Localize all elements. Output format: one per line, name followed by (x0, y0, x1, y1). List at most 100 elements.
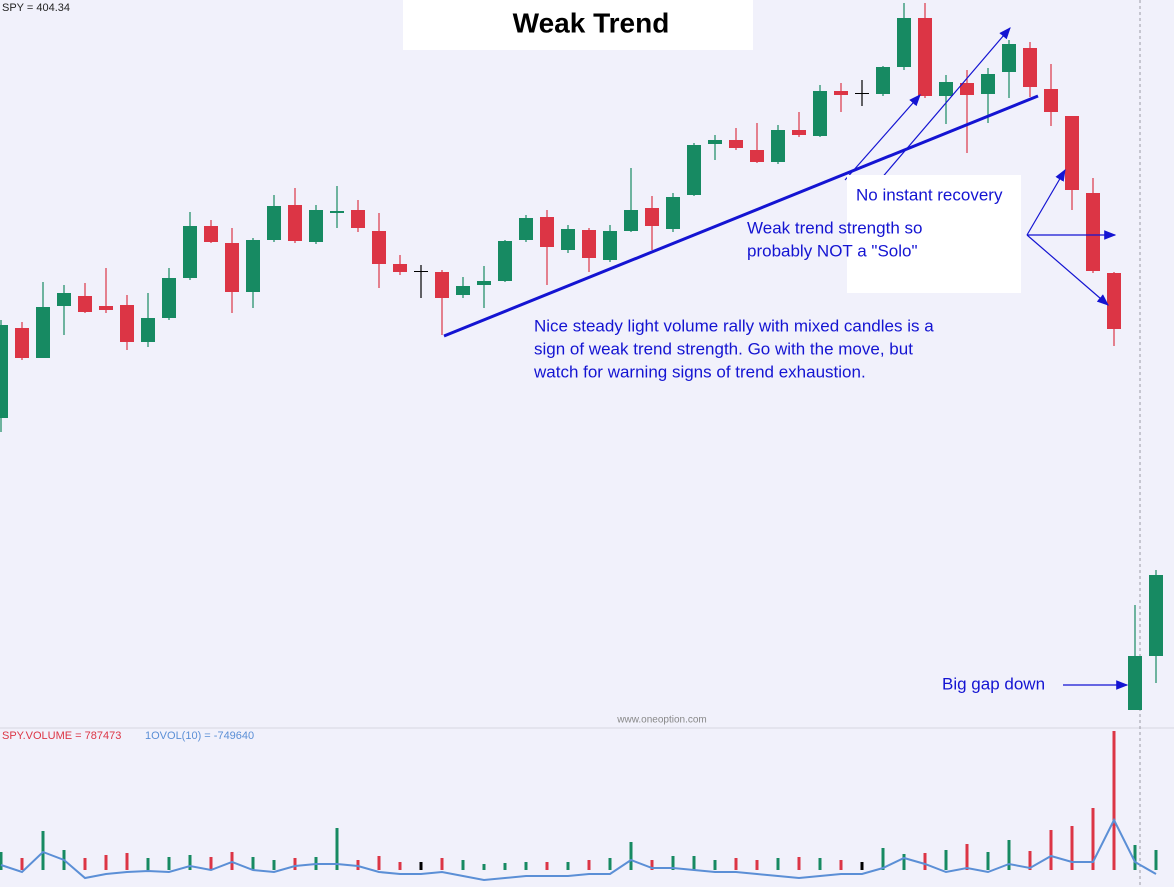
volume-bar (1049, 830, 1053, 870)
candle-body (687, 145, 701, 195)
candle-body (141, 318, 155, 342)
candle-body (603, 231, 617, 260)
candle-body (1065, 116, 1079, 190)
candle-body (78, 296, 92, 312)
candle-body (267, 206, 281, 240)
candle-body (1128, 656, 1142, 710)
volume-bar (20, 858, 24, 870)
candle-body (162, 278, 176, 318)
volume-bar (1133, 845, 1137, 870)
candle-body (204, 226, 218, 242)
candle-body (813, 91, 827, 136)
note-box (847, 175, 1021, 293)
volume-bar (461, 860, 465, 870)
candle-body (708, 140, 722, 144)
arrow (1026, 168, 1066, 236)
volume-bar (839, 860, 843, 870)
volume-bar (440, 858, 444, 870)
volume-bar (797, 857, 801, 870)
candle-body (15, 328, 29, 358)
annotation: Nice steady light volume rally with mixe… (534, 316, 934, 335)
candle-body (645, 208, 659, 226)
volume-bar (713, 860, 717, 870)
arrow (1026, 234, 1109, 306)
volume-bar (545, 862, 549, 870)
candle-body (1149, 575, 1163, 656)
candle-body (435, 272, 449, 298)
volume-bar (671, 856, 675, 870)
volume-ma-label: 1OVOL(10) = -749640 (145, 730, 254, 742)
candle-body (0, 325, 8, 418)
candle-body (771, 130, 785, 162)
title-box (403, 0, 753, 50)
candle-body (183, 226, 197, 278)
candle-body (540, 217, 554, 247)
candle-body (1086, 193, 1100, 271)
volume-bar (293, 858, 297, 870)
volume-bar (965, 844, 969, 870)
candle-body (750, 150, 764, 162)
candle-body (288, 205, 302, 241)
candle-body (36, 307, 50, 358)
volume-bar (1070, 826, 1074, 870)
candle-body (393, 264, 407, 272)
annotation: watch for warning signs of trend exhaust… (533, 362, 866, 381)
candle-body (309, 210, 323, 242)
volume-bar (650, 860, 654, 870)
volume-bar (755, 860, 759, 870)
volume-bar (566, 862, 570, 870)
candle-body (624, 210, 638, 231)
volume-bar (587, 860, 591, 870)
price-label: SPY = 404.34 (2, 2, 70, 14)
candle-body (561, 229, 575, 250)
candle-body (372, 231, 386, 264)
volume-bar (482, 864, 486, 870)
candle-body (960, 83, 974, 95)
volume-bar (608, 858, 612, 870)
volume-bar (251, 857, 255, 870)
candle-body (1002, 44, 1016, 72)
annotation: Big gap down (942, 674, 1045, 693)
candle-body (57, 293, 71, 306)
volume-bar (986, 852, 990, 870)
candle-body (519, 218, 533, 240)
candle-body (897, 18, 911, 67)
volume-bar (860, 862, 864, 870)
volume-bar (776, 858, 780, 870)
candle-body (981, 74, 995, 94)
watermark: www.oneoption.com (616, 715, 707, 726)
candle-body (1023, 48, 1037, 87)
candle-body (834, 91, 848, 95)
volume-bar (272, 860, 276, 870)
candle-body (414, 271, 428, 272)
volume-bar (335, 828, 339, 870)
candle-body (855, 93, 869, 94)
volume-bar (1091, 808, 1095, 870)
candle-body (498, 241, 512, 281)
volume-bar (1028, 851, 1032, 870)
candle-body (1044, 89, 1058, 112)
trend-line (443, 94, 1039, 338)
arrow (879, 27, 1011, 181)
candle-body (246, 240, 260, 292)
candle-body (729, 140, 743, 148)
candle-body (1107, 273, 1121, 329)
annotation: Weak trend strength so (747, 218, 922, 237)
candle-body (120, 305, 134, 342)
candle-body (99, 306, 113, 310)
volume-bar (419, 862, 423, 870)
volume-bar (188, 855, 192, 870)
volume-bar (1007, 840, 1011, 870)
volume-bar (0, 852, 3, 870)
candle-body (477, 281, 491, 285)
volume-ma-line (0, 817, 1157, 882)
volume-bar (125, 853, 129, 870)
candle-body (225, 243, 239, 292)
candle-body (876, 67, 890, 94)
candle-body (918, 18, 932, 96)
volume-bar (1112, 731, 1116, 870)
volume-label: SPY.VOLUME = 787473 (2, 730, 121, 742)
candle-body (582, 230, 596, 258)
volume-bar (524, 862, 528, 870)
